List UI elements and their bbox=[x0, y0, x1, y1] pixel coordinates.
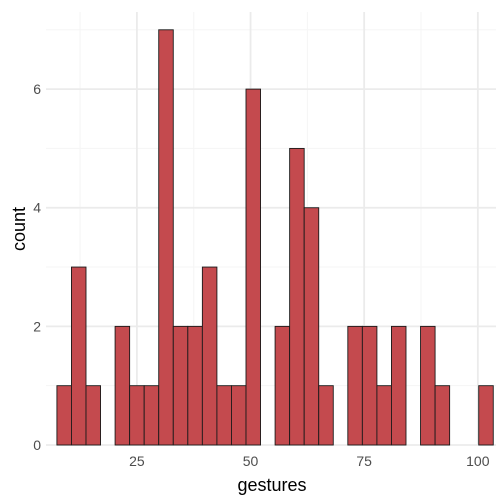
y-axis-title: count bbox=[9, 207, 29, 251]
histogram-bar bbox=[391, 325, 407, 446]
histogram-bar bbox=[318, 385, 334, 446]
histogram-bar bbox=[187, 325, 203, 446]
histogram-bar bbox=[361, 325, 378, 446]
histogram-bar bbox=[347, 325, 363, 446]
histogram-bar bbox=[201, 266, 218, 446]
histogram-bar bbox=[172, 325, 189, 446]
histogram-bar bbox=[420, 325, 436, 446]
histogram-bar bbox=[85, 385, 101, 446]
histogram-bar bbox=[274, 325, 291, 446]
histogram-bar bbox=[289, 147, 305, 446]
x-tick-label: 100 bbox=[466, 453, 490, 469]
x-tick-label: 75 bbox=[356, 453, 372, 469]
x-tick-label: 25 bbox=[129, 453, 145, 469]
x-axis-ticks: 25 50 75 100 bbox=[129, 453, 490, 469]
y-tick-label: 4 bbox=[33, 200, 41, 216]
histogram-bar bbox=[303, 207, 320, 446]
histogram-bar bbox=[158, 29, 174, 446]
histogram-bar bbox=[71, 266, 87, 446]
histogram-bar bbox=[434, 385, 451, 446]
bars bbox=[56, 29, 494, 446]
x-axis-title: gestures bbox=[237, 475, 306, 495]
histogram-bar bbox=[231, 385, 247, 446]
histogram-bar bbox=[56, 385, 72, 446]
histogram-bar bbox=[143, 385, 160, 446]
histogram-bar bbox=[114, 325, 131, 446]
histogram-bar bbox=[245, 88, 261, 446]
x-tick-label: 50 bbox=[243, 453, 259, 469]
histogram-bar bbox=[376, 385, 392, 446]
y-tick-label: 0 bbox=[33, 437, 41, 453]
y-tick-label: 2 bbox=[33, 318, 41, 334]
y-axis-ticks: 0 2 4 6 bbox=[33, 81, 41, 453]
histogram-bar bbox=[478, 385, 494, 446]
y-tick-label: 6 bbox=[33, 81, 41, 97]
histogram-bar bbox=[216, 385, 232, 446]
histogram-bar bbox=[129, 385, 145, 446]
